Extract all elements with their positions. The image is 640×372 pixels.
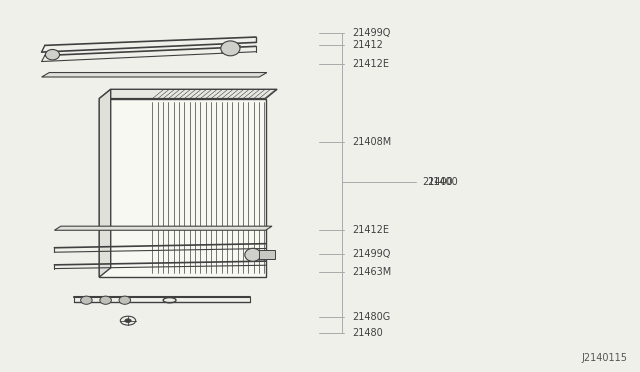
Polygon shape xyxy=(42,73,267,77)
Ellipse shape xyxy=(245,248,261,261)
Text: 21480: 21480 xyxy=(352,328,383,337)
Ellipse shape xyxy=(100,296,111,304)
Polygon shape xyxy=(99,99,266,277)
Text: 21480G: 21480G xyxy=(352,312,390,322)
Text: 21408M: 21408M xyxy=(352,137,391,147)
Text: 21412: 21412 xyxy=(352,41,383,50)
Text: 21412E: 21412E xyxy=(352,225,389,235)
Ellipse shape xyxy=(81,296,92,304)
Circle shape xyxy=(125,319,131,323)
Ellipse shape xyxy=(221,41,240,56)
Polygon shape xyxy=(99,89,111,277)
Text: 21463M: 21463M xyxy=(352,267,391,277)
Ellipse shape xyxy=(119,296,131,304)
Bar xyxy=(259,250,275,259)
Polygon shape xyxy=(99,89,277,99)
Text: J2140115: J2140115 xyxy=(581,353,627,363)
Text: 21400: 21400 xyxy=(422,177,453,187)
Text: 21499Q: 21499Q xyxy=(352,29,390,38)
Polygon shape xyxy=(54,226,272,230)
Text: 21400: 21400 xyxy=(427,177,458,187)
Text: 21499Q: 21499Q xyxy=(352,249,390,259)
Text: 21412E: 21412E xyxy=(352,59,389,69)
Ellipse shape xyxy=(45,49,60,60)
